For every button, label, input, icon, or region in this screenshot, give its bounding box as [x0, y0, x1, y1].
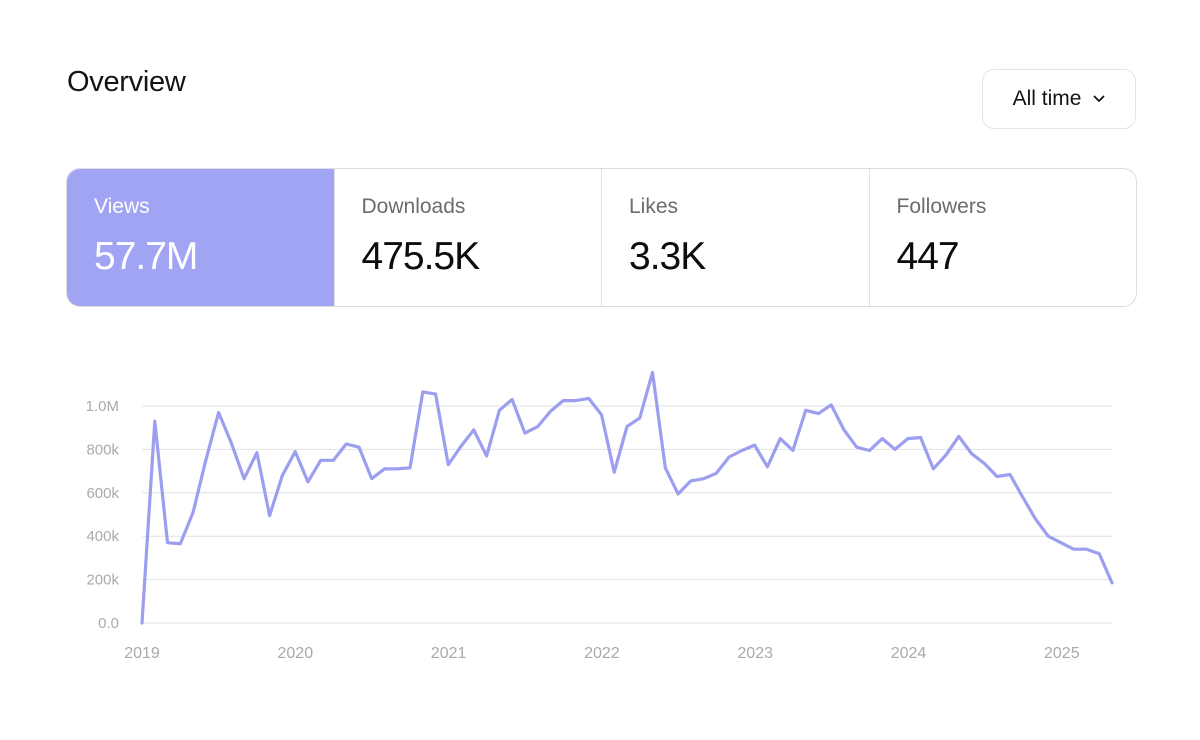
chevron-down-icon	[1093, 95, 1105, 103]
stat-tab-downloads[interactable]: Downloads 475.5K	[333, 169, 602, 306]
y-tick-label: 600k	[86, 485, 119, 502]
y-tick-label: 1.0M	[86, 398, 119, 415]
stat-value: 447	[896, 235, 960, 278]
stat-value: 57.7M	[94, 235, 198, 278]
y-tick-label: 800k	[86, 441, 119, 458]
x-tick-label: 2020	[278, 645, 314, 662]
x-tick-label: 2024	[891, 645, 927, 662]
stat-tab-likes[interactable]: Likes 3.3K	[601, 169, 869, 306]
stat-label: Downloads	[361, 195, 466, 218]
x-tick-label: 2023	[737, 645, 773, 662]
y-tick-label: 0.0	[98, 615, 119, 632]
stat-tab-views[interactable]: Views 57.7M	[67, 169, 334, 306]
stat-tab-followers[interactable]: Followers 447	[868, 169, 1137, 306]
stats-tabs: Views 57.7M Downloads 475.5K Likes 3.3K …	[66, 168, 1137, 307]
time-range-label: All time	[1012, 87, 1082, 110]
series-line	[140, 370, 1114, 625]
time-range-select[interactable]: All time	[982, 69, 1136, 129]
stat-label: Views	[94, 195, 150, 218]
x-tick-label: 2022	[584, 645, 620, 662]
y-tick-label: 200k	[86, 572, 119, 589]
stat-value: 475.5K	[361, 235, 481, 278]
x-tick-label: 2019	[124, 645, 160, 662]
x-tick-label: 2021	[431, 645, 467, 662]
x-tick-label: 2025	[1044, 645, 1080, 662]
stat-label: Likes	[629, 195, 679, 218]
y-tick-label: 400k	[86, 528, 119, 545]
stat-label: Followers	[896, 195, 987, 218]
stat-value: 3.3K	[629, 235, 706, 278]
page-title: Overview	[67, 66, 186, 98]
